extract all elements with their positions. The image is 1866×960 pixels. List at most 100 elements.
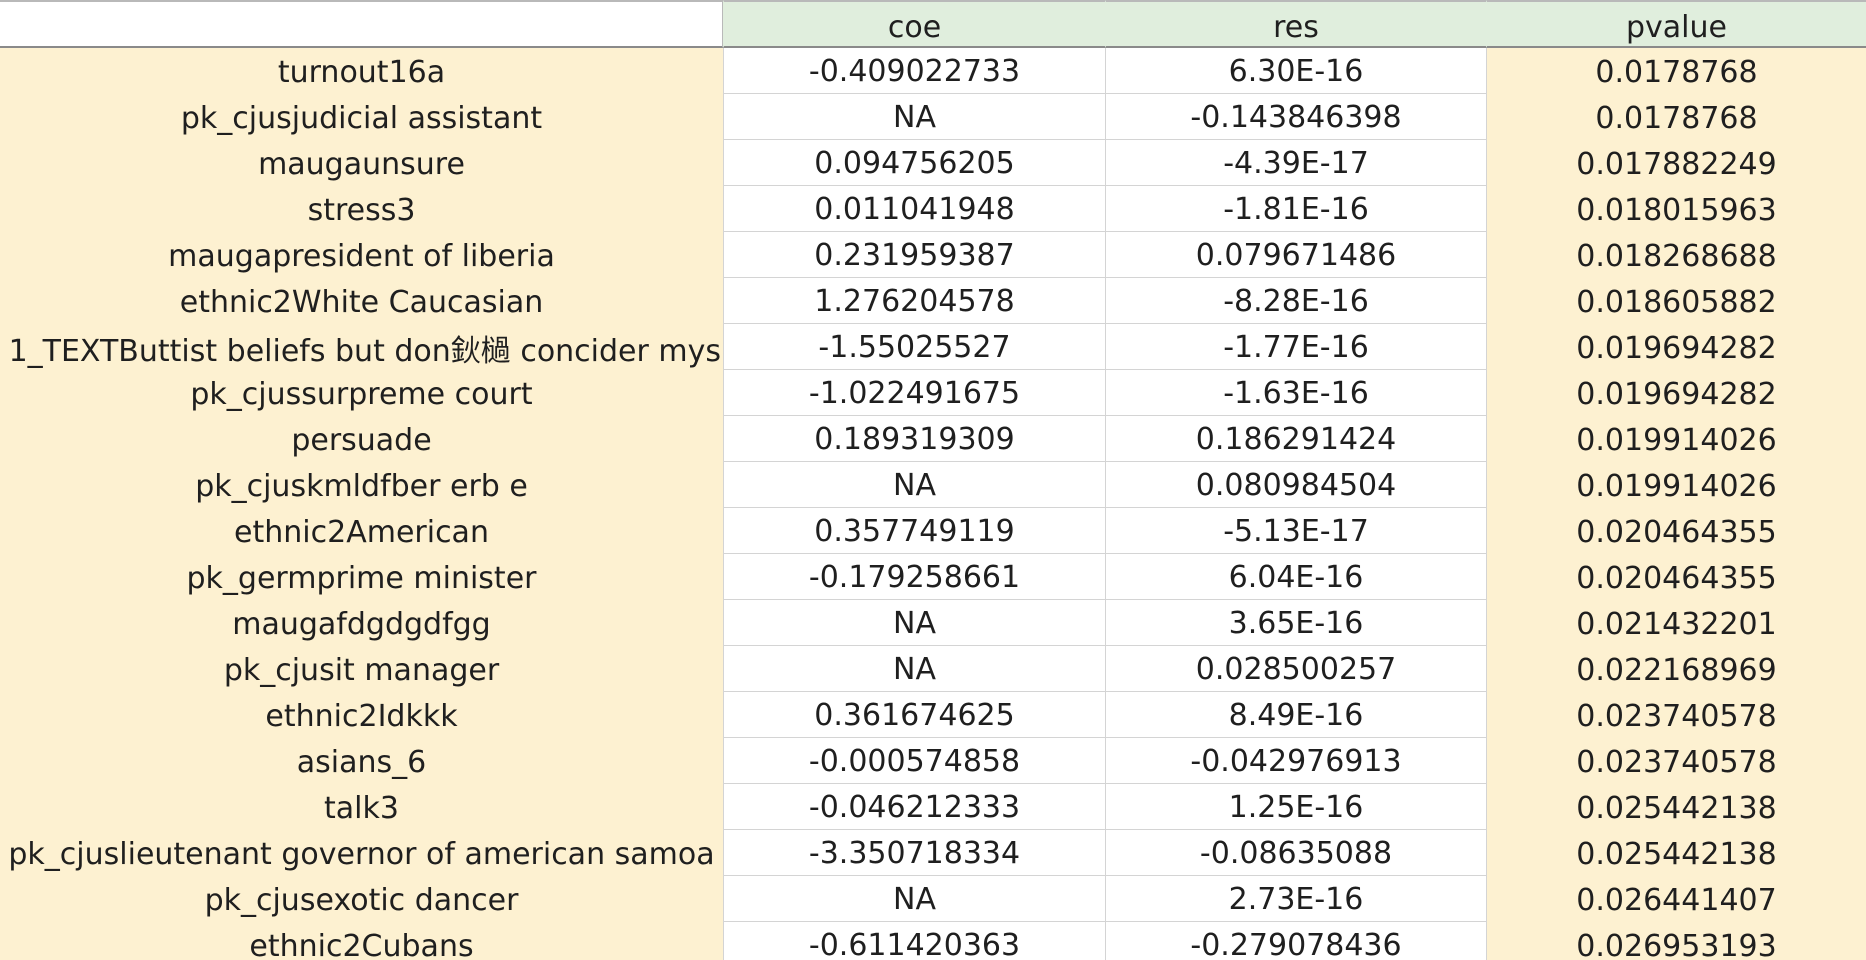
coe-cell[interactable]: NA bbox=[723, 876, 1105, 922]
coe-cell[interactable]: -0.046212333 bbox=[723, 784, 1105, 830]
row-label-cell[interactable]: ethnic2Idkkk bbox=[0, 692, 723, 738]
pvalue-cell[interactable]: 0.0178768 bbox=[1486, 94, 1866, 140]
row-label-cell[interactable]: pk_cjuskmldfber erb e bbox=[0, 462, 723, 508]
pvalue-cell[interactable]: 0.018015963 bbox=[1486, 186, 1866, 232]
row-label-cell[interactable]: ethnic2White Caucasian bbox=[0, 278, 723, 324]
coe-cell[interactable]: -0.409022733 bbox=[723, 48, 1105, 94]
table-row: stress3 0.011041948 -1.81E-16 0.01801596… bbox=[0, 186, 1866, 232]
table-row: pk_cjusexotic dancer NA 2.73E-16 0.02644… bbox=[0, 876, 1866, 922]
res-cell[interactable]: 0.079671486 bbox=[1105, 232, 1486, 278]
pvalue-cell[interactable]: 0.026441407 bbox=[1486, 876, 1866, 922]
table-row: pk_cjuslieutenant governor of american s… bbox=[0, 830, 1866, 876]
pvalue-cell[interactable]: 0.0178768 bbox=[1486, 48, 1866, 94]
res-cell[interactable]: -4.39E-17 bbox=[1105, 140, 1486, 186]
pvalue-cell[interactable]: 0.020464355 bbox=[1486, 508, 1866, 554]
row-label-cell[interactable]: pk_germprime minister bbox=[0, 554, 723, 600]
coe-cell[interactable]: -3.350718334 bbox=[723, 830, 1105, 876]
row-label-cell[interactable]: pk_cjussurpreme court bbox=[0, 370, 723, 416]
coe-cell[interactable]: -1.55025527 bbox=[723, 324, 1105, 370]
coe-cell[interactable]: -1.022491675 bbox=[723, 370, 1105, 416]
table-row: asians_6 -0.000574858 -0.042976913 0.023… bbox=[0, 738, 1866, 784]
header-cell-res[interactable]: res bbox=[1105, 0, 1486, 48]
pvalue-cell[interactable]: 0.019914026 bbox=[1486, 462, 1866, 508]
header-cell-label[interactable] bbox=[0, 0, 723, 48]
row-label-cell[interactable]: maugafdgdgdfgg bbox=[0, 600, 723, 646]
row-label-cell[interactable]: pk_cjusit manager bbox=[0, 646, 723, 692]
row-label-cell[interactable]: persuade bbox=[0, 416, 723, 462]
res-cell[interactable]: 1.25E-16 bbox=[1105, 784, 1486, 830]
pvalue-cell[interactable]: 0.020464355 bbox=[1486, 554, 1866, 600]
row-label-cell[interactable]: pk_cjusexotic dancer bbox=[0, 876, 723, 922]
header-cell-coe[interactable]: coe bbox=[723, 0, 1105, 48]
table-row: pk_cjusit manager NA 0.028500257 0.02216… bbox=[0, 646, 1866, 692]
res-cell[interactable]: -1.81E-16 bbox=[1105, 186, 1486, 232]
res-cell[interactable]: 6.04E-16 bbox=[1105, 554, 1486, 600]
res-cell[interactable]: -0.08635088 bbox=[1105, 830, 1486, 876]
coe-cell[interactable]: 1.276204578 bbox=[723, 278, 1105, 324]
coe-cell[interactable]: -0.179258661 bbox=[723, 554, 1105, 600]
pvalue-cell[interactable]: 0.023740578 bbox=[1486, 738, 1866, 784]
coe-cell[interactable]: -0.611420363 bbox=[723, 922, 1105, 960]
header-cell-pvalue[interactable]: pvalue bbox=[1486, 0, 1866, 48]
pvalue-cell[interactable]: 0.019694282 bbox=[1486, 370, 1866, 416]
res-cell[interactable]: -1.77E-16 bbox=[1105, 324, 1486, 370]
res-cell[interactable]: -8.28E-16 bbox=[1105, 278, 1486, 324]
table-row: persuade 0.189319309 0.186291424 0.01991… bbox=[0, 416, 1866, 462]
row-label-cell[interactable]: asians_6 bbox=[0, 738, 723, 784]
pvalue-cell[interactable]: 0.021432201 bbox=[1486, 600, 1866, 646]
table-row: maugafdgdgdfgg NA 3.65E-16 0.021432201 bbox=[0, 600, 1866, 646]
coe-cell[interactable]: NA bbox=[723, 462, 1105, 508]
row-label-cell[interactable]: ethnic2American bbox=[0, 508, 723, 554]
res-cell[interactable]: -0.279078436 bbox=[1105, 922, 1486, 960]
row-label-cell[interactable]: turnout16a bbox=[0, 48, 723, 94]
coe-cell[interactable]: NA bbox=[723, 94, 1105, 140]
table-row: ethnic2Idkkk 0.361674625 8.49E-16 0.0237… bbox=[0, 692, 1866, 738]
res-cell[interactable]: -0.143846398 bbox=[1105, 94, 1486, 140]
row-label-cell[interactable]: 1_TEXTButtist beliefs but don鈥檛 concider… bbox=[0, 324, 723, 370]
res-cell[interactable]: 2.73E-16 bbox=[1105, 876, 1486, 922]
row-label-cell[interactable]: pk_cjuslieutenant governor of american s… bbox=[0, 830, 723, 876]
row-label-cell[interactable]: ethnic2Cubans bbox=[0, 922, 723, 960]
res-cell[interactable]: 3.65E-16 bbox=[1105, 600, 1486, 646]
pvalue-cell[interactable]: 0.018268688 bbox=[1486, 232, 1866, 278]
coe-cell[interactable]: 0.357749119 bbox=[723, 508, 1105, 554]
coe-cell[interactable]: NA bbox=[723, 646, 1105, 692]
table-row: pk_germprime minister -0.179258661 6.04E… bbox=[0, 554, 1866, 600]
table-row: talk3 -0.046212333 1.25E-16 0.025442138 bbox=[0, 784, 1866, 830]
row-label-cell[interactable]: talk3 bbox=[0, 784, 723, 830]
coe-cell[interactable]: 0.189319309 bbox=[723, 416, 1105, 462]
table-row: turnout16a -0.409022733 6.30E-16 0.01787… bbox=[0, 48, 1866, 94]
row-label-cell[interactable]: maugapresident of liberia bbox=[0, 232, 723, 278]
row-label-cell[interactable]: stress3 bbox=[0, 186, 723, 232]
pvalue-cell[interactable]: 0.017882249 bbox=[1486, 140, 1866, 186]
pvalue-cell[interactable]: 0.023740578 bbox=[1486, 692, 1866, 738]
res-cell[interactable]: 8.49E-16 bbox=[1105, 692, 1486, 738]
pvalue-cell[interactable]: 0.026953193 bbox=[1486, 922, 1866, 960]
table-row: maugapresident of liberia 0.231959387 0.… bbox=[0, 232, 1866, 278]
coe-cell[interactable]: NA bbox=[723, 600, 1105, 646]
pvalue-cell[interactable]: 0.019914026 bbox=[1486, 416, 1866, 462]
res-cell[interactable]: 0.028500257 bbox=[1105, 646, 1486, 692]
res-cell[interactable]: -0.042976913 bbox=[1105, 738, 1486, 784]
res-cell[interactable]: -5.13E-17 bbox=[1105, 508, 1486, 554]
row-label-cell[interactable]: pk_cjusjudicial assistant bbox=[0, 94, 723, 140]
pvalue-cell[interactable]: 0.019694282 bbox=[1486, 324, 1866, 370]
coe-cell[interactable]: 0.361674625 bbox=[723, 692, 1105, 738]
res-cell[interactable]: -1.63E-16 bbox=[1105, 370, 1486, 416]
coe-cell[interactable]: -0.000574858 bbox=[723, 738, 1105, 784]
res-cell[interactable]: 0.080984504 bbox=[1105, 462, 1486, 508]
res-cell[interactable]: 0.186291424 bbox=[1105, 416, 1486, 462]
coe-cell[interactable]: 0.094756205 bbox=[723, 140, 1105, 186]
coe-cell[interactable]: 0.011041948 bbox=[723, 186, 1105, 232]
pvalue-cell[interactable]: 0.022168969 bbox=[1486, 646, 1866, 692]
coe-cell[interactable]: 0.231959387 bbox=[723, 232, 1105, 278]
res-cell[interactable]: 6.30E-16 bbox=[1105, 48, 1486, 94]
row-label-cell[interactable]: maugaunsure bbox=[0, 140, 723, 186]
pvalue-cell[interactable]: 0.025442138 bbox=[1486, 830, 1866, 876]
pvalue-cell[interactable]: 0.018605882 bbox=[1486, 278, 1866, 324]
pvalue-cell[interactable]: 0.025442138 bbox=[1486, 784, 1866, 830]
table-row: ethnic2Cubans -0.611420363 -0.279078436 … bbox=[0, 922, 1866, 960]
table-row: ethnic2American 0.357749119 -5.13E-17 0.… bbox=[0, 508, 1866, 554]
table-row: pk_cjuskmldfber erb e NA 0.080984504 0.0… bbox=[0, 462, 1866, 508]
